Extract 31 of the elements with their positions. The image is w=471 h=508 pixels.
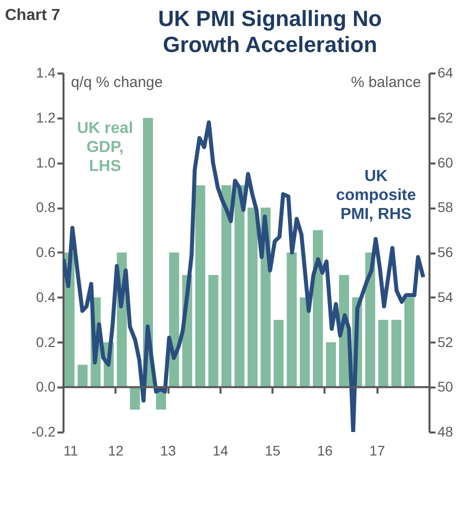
y2-tick-label: 62 bbox=[438, 109, 454, 126]
text: UK composite PMI, RHS bbox=[336, 168, 416, 223]
series-label: UK real GDP, LHS bbox=[76, 120, 134, 175]
y2-tick-label: 50 bbox=[438, 378, 454, 395]
x-tick-label: 16 bbox=[317, 442, 333, 458]
x-tick-label: 12 bbox=[108, 442, 124, 458]
chart-title: UK PMI Signalling No Growth Acceleration bbox=[158, 6, 382, 57]
y-tick-label: 1.4 bbox=[36, 64, 56, 80]
caption: Chart 7 bbox=[5, 7, 60, 24]
y-tick-label: 0.8 bbox=[36, 199, 56, 216]
y-tick-label: 1.0 bbox=[36, 154, 56, 170]
y2-tick-label: 52 bbox=[438, 334, 454, 350]
y2-tick-label: 58 bbox=[438, 199, 454, 216]
x-tick-label: 15 bbox=[264, 442, 281, 458]
x-tick-label: 13 bbox=[160, 442, 176, 458]
x-tick-label: 14 bbox=[212, 442, 228, 458]
y-tick-label: 1.2 bbox=[36, 109, 56, 126]
y-tick-label: -0.2 bbox=[31, 424, 56, 440]
y-axis-title: q/q % change bbox=[71, 74, 163, 91]
y-tick-label: 0.6 bbox=[36, 244, 56, 260]
y2-tick-label: 56 bbox=[438, 244, 454, 260]
y2-tick-label: 48 bbox=[438, 424, 454, 440]
y2-tick-label: 54 bbox=[438, 288, 454, 305]
y2-tick-label: 64 bbox=[438, 64, 454, 80]
y-tick-label: 0.4 bbox=[36, 288, 56, 305]
y-tick-label: 0.0 bbox=[36, 378, 56, 395]
y2-axis-title: % balance bbox=[350, 74, 421, 91]
x-tick-label: 11 bbox=[64, 442, 78, 458]
y-tick-label: 0.2 bbox=[36, 334, 56, 350]
x-tick-label: 17 bbox=[369, 442, 386, 458]
y2-tick-label: 60 bbox=[438, 154, 454, 170]
